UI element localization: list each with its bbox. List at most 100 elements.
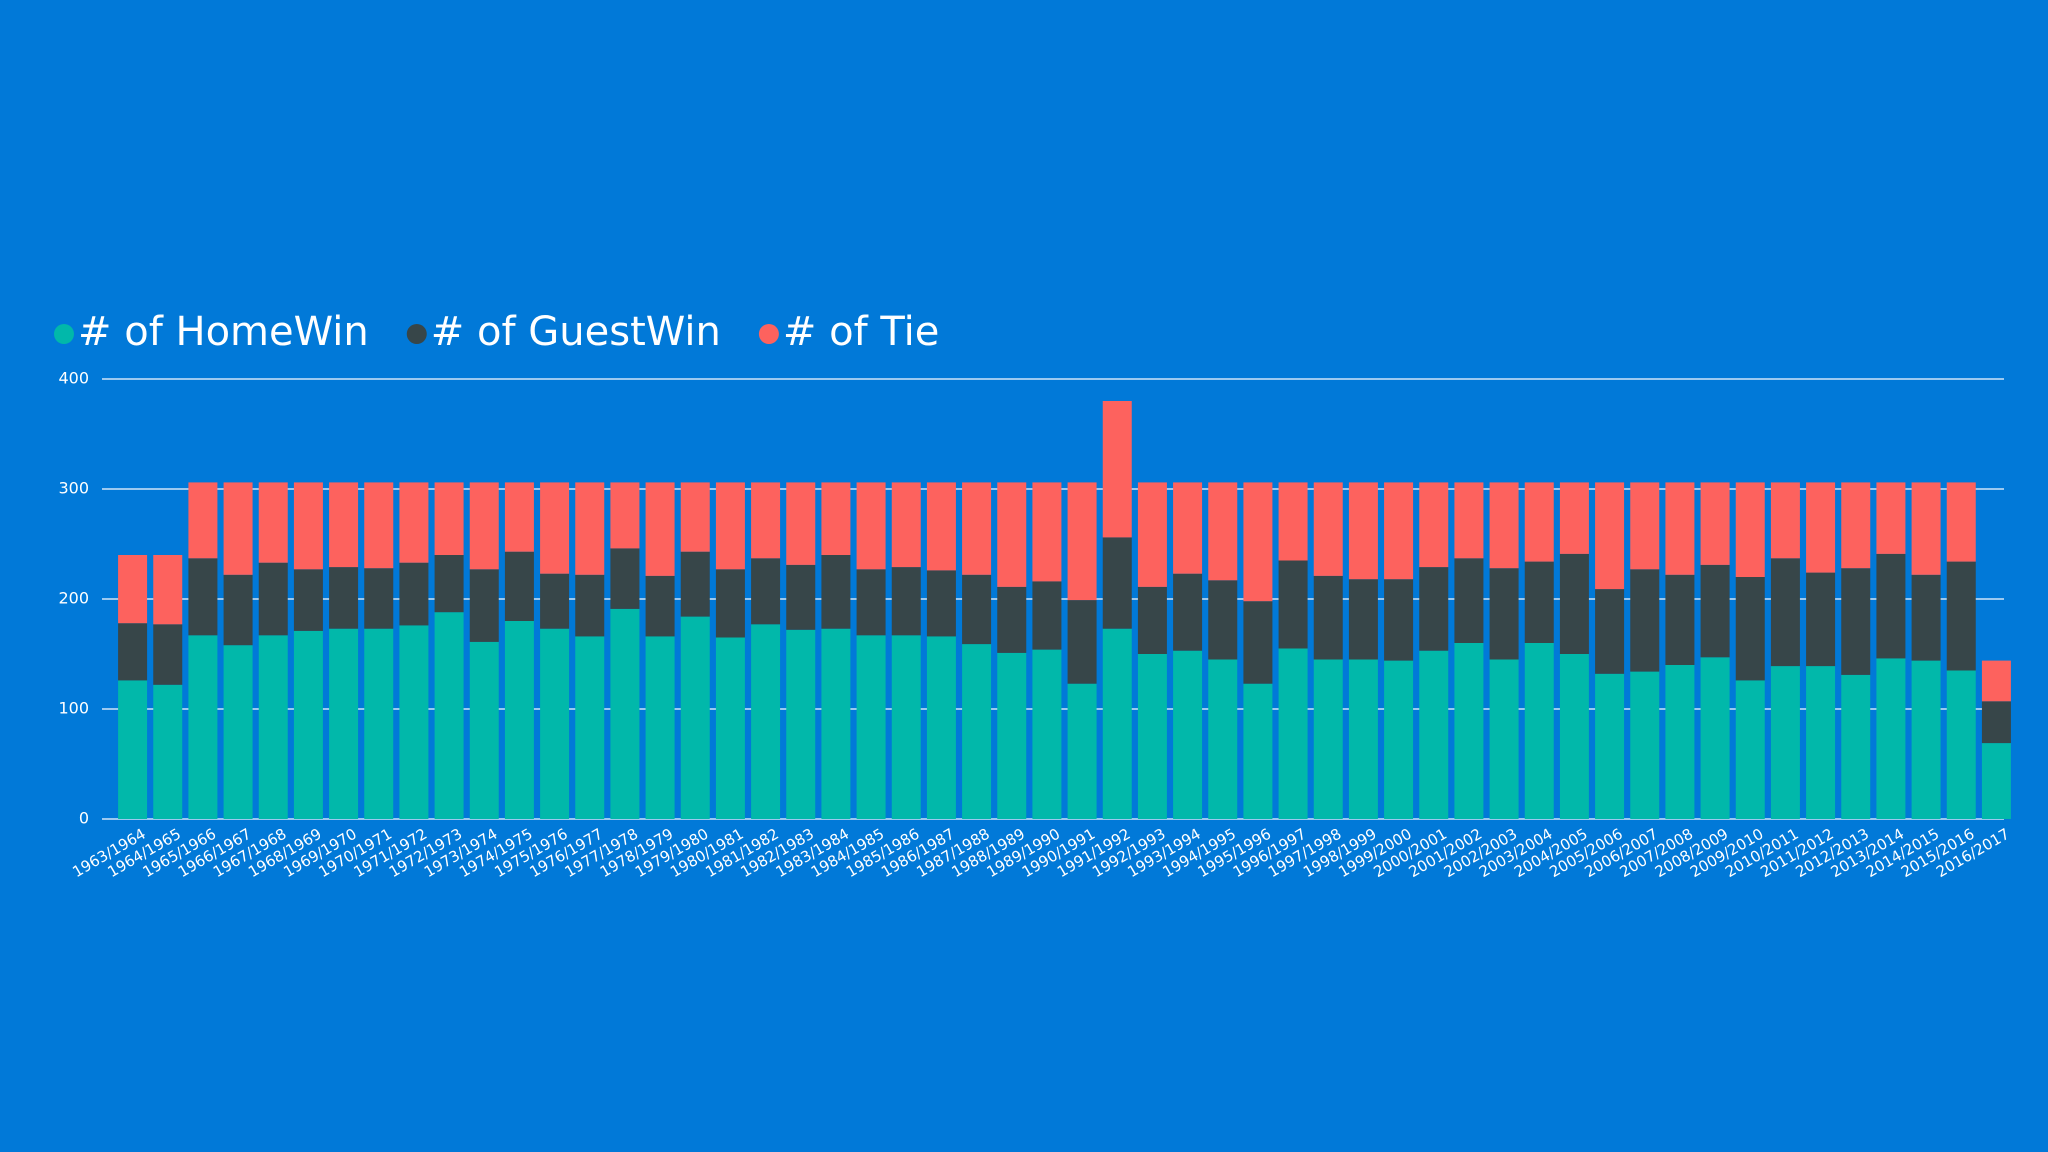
- bar-segment: [1243, 482, 1273, 602]
- bar-segment: [1384, 660, 1414, 819]
- bar-segment: [118, 680, 148, 819]
- bar-segment: [434, 612, 464, 819]
- bar-segment: [1806, 666, 1836, 819]
- bar-segment: [1770, 482, 1800, 559]
- bar-segment: [399, 482, 429, 563]
- bar-segment: [1137, 482, 1167, 587]
- bar-segment: [1278, 648, 1308, 819]
- y-tick-label: 400: [58, 369, 89, 388]
- bar-segment: [1173, 573, 1203, 651]
- bar-segment: [1981, 660, 2011, 702]
- bar-segment: [751, 624, 781, 819]
- bar-segment: [1348, 482, 1378, 580]
- bar-segment: [926, 570, 956, 637]
- bar-segment: [1524, 561, 1554, 643]
- bar-segment: [1630, 569, 1660, 672]
- bar-segment: [1770, 558, 1800, 667]
- bar-segment: [1102, 537, 1132, 629]
- bar-segment: [1243, 683, 1273, 819]
- bar-segment: [1735, 680, 1765, 819]
- bar-segment: [1489, 482, 1519, 569]
- bar-segment: [1278, 482, 1308, 561]
- bar-segment: [575, 482, 605, 575]
- bar-segment: [329, 628, 359, 819]
- bar-segment: [1067, 683, 1097, 819]
- bar-segment: [540, 482, 570, 574]
- legend-label: # of GuestWin: [431, 309, 721, 355]
- bar-segment: [540, 573, 570, 629]
- bar-segment: [680, 482, 710, 552]
- bar-segment: [891, 635, 921, 819]
- bar-segment: [1348, 579, 1378, 660]
- y-tick-label: 0: [79, 809, 89, 828]
- bar-segment: [188, 482, 218, 559]
- bar-segment: [1841, 568, 1871, 675]
- bar-segment: [258, 482, 288, 563]
- y-tick-label: 200: [58, 589, 89, 608]
- bar-segment: [1419, 650, 1449, 819]
- bar-segment: [469, 569, 499, 642]
- bar-segment: [926, 482, 956, 571]
- bar-segment: [1524, 482, 1554, 562]
- bar-segment: [1032, 581, 1062, 650]
- bar-segment: [1454, 558, 1484, 643]
- bar-segment: [786, 564, 816, 630]
- bar-segment: [1384, 482, 1414, 580]
- bar-segment: [786, 629, 816, 819]
- bar-segment: [188, 635, 218, 819]
- bar-segment: [926, 636, 956, 819]
- bar-segment: [1981, 701, 2011, 744]
- bar-segment: [1911, 660, 1941, 819]
- bar-segment: [1876, 553, 1906, 659]
- bar-segment: [434, 482, 464, 555]
- bar-segment: [1419, 482, 1449, 568]
- bar-segment: [821, 555, 851, 629]
- bar-segment: [1032, 482, 1062, 582]
- bar-segment: [1946, 561, 1976, 671]
- bar-segment: [118, 623, 148, 681]
- bar-segment: [1911, 574, 1941, 661]
- bar-segment: [1876, 658, 1906, 819]
- bar-segment: [1700, 482, 1730, 565]
- bar-segment: [153, 684, 183, 819]
- bar-segment: [1806, 572, 1836, 667]
- bar-segment: [399, 625, 429, 819]
- bar-segment: [680, 616, 710, 819]
- bar-segment: [364, 482, 394, 569]
- bar-segment: [540, 628, 570, 819]
- bar-segment: [1032, 649, 1062, 819]
- bar-segment: [118, 555, 148, 624]
- bar-segment: [1313, 575, 1343, 660]
- bar-segment: [399, 562, 429, 626]
- bar-segment: [821, 482, 851, 555]
- bar-segment: [751, 482, 781, 559]
- bar-segment: [1454, 643, 1484, 819]
- bar-segment: [1981, 743, 2011, 819]
- bar-segment: [1595, 589, 1625, 674]
- bar-segment: [1559, 654, 1589, 819]
- bar-segment: [1208, 580, 1238, 660]
- bar-segment: [715, 482, 745, 570]
- bar-segment: [1770, 666, 1800, 819]
- bar-segment: [293, 482, 323, 570]
- bar-segment: [153, 624, 183, 685]
- bar-segment: [1489, 659, 1519, 819]
- bar-segment: [856, 569, 886, 636]
- bar-segment: [1841, 482, 1871, 569]
- bar-segment: [1137, 586, 1167, 654]
- bar-segment: [715, 569, 745, 638]
- bar-segment: [504, 551, 534, 621]
- bar-segment: [856, 635, 886, 819]
- bar-segment: [1559, 553, 1589, 654]
- bar-segment: [329, 567, 359, 629]
- bar-segment: [575, 636, 605, 819]
- bar-segment: [645, 482, 675, 576]
- bar-segment: [1665, 665, 1695, 819]
- bar-segment: [223, 574, 253, 646]
- bar-segment: [997, 586, 1027, 653]
- bar-segment: [364, 628, 394, 819]
- bar-segment: [1102, 401, 1132, 538]
- bar-segment: [1700, 564, 1730, 658]
- bar-segment: [223, 645, 253, 819]
- bar-segment: [504, 482, 534, 552]
